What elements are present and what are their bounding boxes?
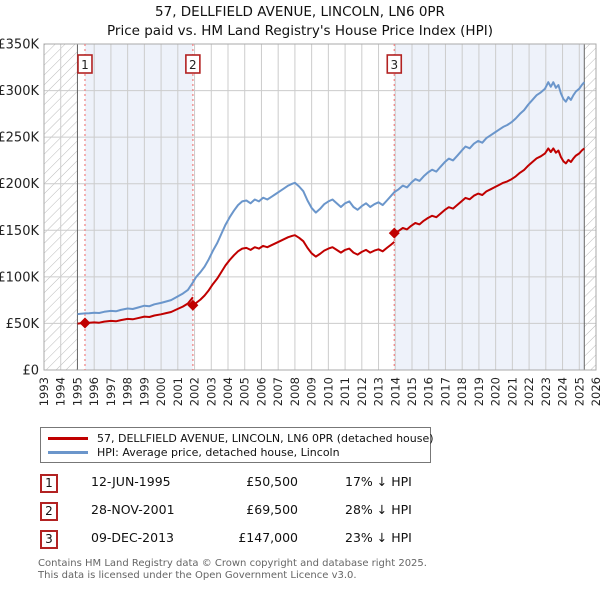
x-axis-label: 2011 — [338, 377, 352, 406]
x-axis-label: 2013 — [372, 377, 386, 406]
x-axis-label: 2020 — [489, 377, 503, 406]
transaction-date: 09-DEC-2013 — [91, 530, 174, 545]
x-axis-label: 2006 — [254, 377, 268, 406]
x-axis-label: 2001 — [171, 377, 185, 406]
price-chart: 1 2 3 £0 £50K £100K £150K £200K £250K £300K £350K 1… — [0, 38, 600, 407]
purchase-number-flag — [77, 54, 93, 74]
x-axis-label: 2017 — [438, 377, 452, 406]
transaction-number-badge: 3 — [40, 530, 58, 549]
hatched-no-data-region — [584, 44, 596, 370]
x-axis-label: 2015 — [405, 377, 419, 406]
y-axis-label: £50K — [6, 317, 40, 332]
hpi-line — [77, 81, 586, 316]
x-axis-label: 2021 — [505, 377, 519, 406]
property-line-swatch-icon — [48, 436, 88, 440]
y-axis-label: £200K — [0, 177, 39, 192]
legend-series-hpi: HPI: Average price, detached house, Linc… — [48, 445, 430, 459]
x-axis-label: 2022 — [522, 377, 536, 406]
table-row: 3 09-DEC-2013 £147,000 23% ↓ HPI — [40, 530, 412, 549]
transaction-hpi-diff: 28% ↓ HPI — [345, 502, 412, 517]
page-title: 57, DELLFIELD AVENUE, LINCOLN, LN6 0PR — [155, 4, 445, 20]
x-axis-label: 2014 — [388, 377, 402, 406]
hpi-line-swatch-icon — [48, 450, 88, 454]
purchase-number-label: 2 — [189, 58, 197, 72]
x-axis-label: 2024 — [556, 377, 570, 406]
y-axis-label: £100K — [0, 270, 39, 285]
chart-header: 57, DELLFIELD AVENUE, LINCOLN, LN6 0PR P… — [0, 3, 600, 41]
shaded-ownership-period — [84, 44, 193, 370]
page-subtitle: Price paid vs. HM Land Registry's House … — [107, 23, 493, 39]
shaded-ownership-period — [394, 44, 585, 370]
plot-border — [43, 43, 597, 371]
transaction-date: 12-JUN-1995 — [91, 474, 171, 489]
y-axis-label: £250K — [0, 131, 39, 146]
transaction-price: £69,500 — [246, 502, 298, 517]
y-axis-label: £150K — [0, 224, 39, 239]
x-axis-label: 1998 — [121, 377, 135, 406]
table-row: 1 12-JUN-1995 £50,500 17% ↓ HPI — [40, 474, 412, 493]
purchase-marker-diamond-icon — [388, 227, 400, 239]
x-axis-label: 2003 — [204, 377, 218, 406]
price-paid-line-segment — [192, 234, 395, 308]
transaction-hpi-diff: 23% ↓ HPI — [345, 530, 412, 545]
license-footer: Contains HM Land Registry data © Crown c… — [38, 558, 427, 581]
x-axis-label: 1997 — [104, 377, 118, 406]
purchase-number-flag — [386, 54, 403, 74]
purchase-number-flag — [185, 54, 201, 74]
purchase-marker-diamond-icon — [187, 299, 199, 311]
x-axis-label: 2008 — [288, 377, 302, 406]
y-axis-label: £0 — [22, 364, 39, 379]
legend-hpi-label: HPI: Average price, detached house, Linc… — [97, 445, 340, 459]
x-axis-label: 1995 — [70, 377, 84, 406]
transaction-price: £147,000 — [238, 530, 298, 545]
x-axis-label: 2007 — [271, 377, 285, 406]
x-axis-label: 1996 — [87, 377, 101, 406]
x-axis-label: 2005 — [238, 377, 252, 406]
price-paid-line-segment — [77, 296, 194, 325]
purchase-number-label: 1 — [81, 58, 89, 72]
table-row: 2 28-NOV-2001 £69,500 28% ↓ HPI — [40, 502, 412, 521]
x-axis-label: 2019 — [472, 377, 486, 406]
transaction-number-badge: 1 — [40, 474, 58, 493]
x-axis-label: 2025 — [572, 377, 586, 406]
x-axis-label: 2026 — [589, 377, 600, 406]
x-axis-label: 1999 — [137, 377, 151, 406]
transaction-hpi-diff: 17% ↓ HPI — [345, 474, 412, 489]
x-axis-label: 2023 — [539, 377, 553, 406]
purchase-marker-diamond-icon — [79, 317, 91, 329]
transaction-date: 28-NOV-2001 — [91, 502, 175, 517]
y-axis-label: £350K — [0, 38, 39, 53]
x-axis-label: 2010 — [321, 377, 335, 406]
x-axis-label: 2009 — [305, 377, 319, 406]
x-axis-label: 1993 — [37, 377, 51, 406]
y-axis-label: £300K — [0, 84, 39, 99]
x-axis-label: 2012 — [355, 377, 369, 406]
legend-series-property: 57, DELLFIELD AVENUE, LINCOLN, LN6 0PR (… — [48, 431, 434, 445]
footer-line-2: This data is licensed under the Open Gov… — [38, 569, 357, 581]
purchase-number-label: 3 — [390, 58, 398, 72]
footer-line-1: Contains HM Land Registry data © Crown c… — [38, 558, 427, 569]
transaction-price: £50,500 — [246, 474, 298, 489]
x-axis-label: 2016 — [422, 377, 436, 406]
transactions-table: 1 12-JUN-1995 £50,500 17% ↓ HPI 2 28-NOV… — [40, 474, 412, 558]
x-axis-label: 1994 — [54, 377, 68, 406]
price-paid-line-segment — [393, 147, 585, 234]
transaction-number-badge: 2 — [40, 502, 58, 521]
x-axis-label: 2000 — [154, 377, 168, 406]
x-axis-label: 2002 — [188, 377, 202, 406]
x-axis-label: 2004 — [221, 377, 235, 406]
x-axis-label: 2018 — [455, 377, 469, 406]
legend-property-label: 57, DELLFIELD AVENUE, LINCOLN, LN6 0PR (… — [97, 431, 434, 445]
legend-box: 57, DELLFIELD AVENUE, LINCOLN, LN6 0PR (… — [40, 427, 434, 463]
